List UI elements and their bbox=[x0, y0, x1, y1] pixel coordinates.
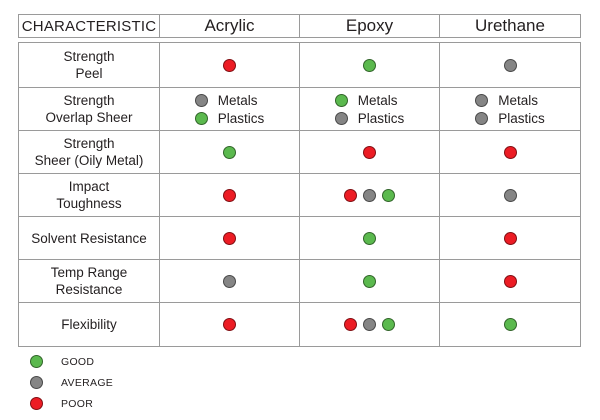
average-rating-dot bbox=[223, 274, 236, 288]
epoxy-rating-cell bbox=[300, 131, 440, 174]
average-rating-dot bbox=[194, 93, 208, 107]
legend-item-average: AVERAGE bbox=[30, 372, 113, 393]
epoxy-rating-cell bbox=[300, 174, 440, 217]
urethane-rating-cell bbox=[440, 174, 580, 217]
substrate-rating: Plastics bbox=[334, 110, 405, 126]
acrylic-rating-cell: Metals Plastics bbox=[160, 88, 300, 131]
average-rating-dot bbox=[503, 58, 517, 72]
legend-label: AVERAGE bbox=[61, 376, 114, 389]
characteristic-cell: Temp Range Resistance bbox=[19, 260, 160, 303]
poor-rating-dot bbox=[344, 318, 357, 331]
acrylic-rating-cell bbox=[160, 303, 300, 346]
good-rating-dot bbox=[382, 188, 395, 202]
epoxy-rating-cell bbox=[300, 43, 440, 88]
poor-rating-dot bbox=[503, 145, 517, 159]
characteristic-label: Overlap Sheer bbox=[45, 110, 133, 125]
average-rating-dot bbox=[30, 376, 43, 389]
good-rating-dot bbox=[194, 111, 208, 125]
characteristic-label: Peel bbox=[75, 66, 103, 81]
legend-item-good: GOOD bbox=[30, 351, 113, 372]
average-rating-dot bbox=[475, 93, 489, 107]
substrate-rating: Plastics bbox=[475, 111, 545, 126]
substrate-rating: Plastics bbox=[194, 110, 265, 126]
poor-rating-dot bbox=[223, 231, 236, 245]
acrylic-rating-cell bbox=[160, 174, 300, 217]
poor-rating-dot bbox=[223, 58, 236, 72]
characteristic-cell: Solvent Resistance bbox=[19, 217, 160, 260]
urethane-rating-cell bbox=[440, 217, 580, 260]
characteristic-cell: Flexibility bbox=[19, 303, 160, 346]
substrate-label: Metals bbox=[498, 92, 538, 108]
characteristic-label: Strength bbox=[63, 93, 115, 108]
characteristic-cell: Impact Toughness bbox=[19, 174, 160, 217]
good-rating-dot bbox=[223, 145, 236, 159]
comparison-table: Strength Peel Strength Overlap Sheer Metals P… bbox=[18, 42, 581, 347]
poor-rating-dot bbox=[30, 397, 43, 410]
substrate-label: Plastics bbox=[357, 110, 405, 126]
good-rating-dot bbox=[503, 318, 517, 331]
legend-label: GOOD bbox=[61, 355, 95, 368]
characteristic-label: Flexibility bbox=[61, 317, 117, 332]
poor-rating-dot bbox=[344, 188, 357, 202]
characteristic-cell: Strength Sheer (Oily Metal) bbox=[19, 131, 160, 174]
substrate-rating: Metals bbox=[475, 93, 545, 108]
characteristic-label: Strength bbox=[63, 136, 115, 151]
header-urethane: Urethane bbox=[475, 16, 545, 35]
epoxy-rating-cell: Metals Plastics bbox=[300, 88, 440, 131]
good-rating-dot bbox=[363, 231, 376, 245]
rating-legend: GOOD AVERAGE POOR bbox=[30, 351, 113, 414]
urethane-rating-cell bbox=[440, 303, 580, 346]
average-rating-dot bbox=[363, 188, 376, 202]
characteristic-label: Resistance bbox=[55, 282, 123, 297]
urethane-rating-cell bbox=[440, 260, 580, 303]
good-rating-dot bbox=[382, 318, 395, 331]
substrate-label: Plastics bbox=[498, 110, 545, 126]
acrylic-rating-cell bbox=[160, 131, 300, 174]
characteristic-cell: Strength Overlap Sheer bbox=[19, 88, 160, 131]
urethane-rating-cell: Metals Plastics bbox=[440, 88, 580, 131]
epoxy-rating-cell bbox=[300, 217, 440, 260]
epoxy-rating-cell bbox=[300, 303, 440, 346]
poor-rating-dot bbox=[503, 274, 517, 288]
substrate-label: Plastics bbox=[217, 110, 265, 126]
substrate-label: Metals bbox=[357, 92, 398, 108]
legend-label: POOR bbox=[61, 397, 94, 410]
acrylic-rating-cell bbox=[160, 43, 300, 88]
urethane-rating-cell bbox=[440, 43, 580, 88]
substrate-label: Metals bbox=[217, 92, 258, 108]
header-epoxy: Epoxy bbox=[300, 15, 440, 37]
average-rating-dot bbox=[334, 111, 348, 125]
good-rating-dot bbox=[334, 93, 348, 107]
characteristic-label: Strength bbox=[63, 49, 115, 64]
characteristic-label: Temp Range bbox=[50, 265, 128, 280]
poor-rating-dot bbox=[223, 188, 236, 202]
legend-item-poor: POOR bbox=[30, 393, 113, 414]
urethane-rating-cell bbox=[440, 131, 580, 174]
characteristic-label: Sheer (Oily Metal) bbox=[34, 153, 144, 168]
characteristic-cell: Strength Peel bbox=[19, 43, 160, 88]
average-rating-dot bbox=[475, 111, 489, 125]
table-header: CHARACTERISTIC Acrylic Epoxy Urethane bbox=[18, 14, 581, 38]
good-rating-dot bbox=[363, 58, 376, 72]
characteristic-label: Toughness bbox=[56, 196, 122, 211]
good-rating-dot bbox=[30, 355, 43, 368]
good-rating-dot bbox=[363, 274, 376, 288]
acrylic-rating-cell bbox=[160, 260, 300, 303]
average-rating-dot bbox=[503, 188, 517, 202]
header-characteristic: CHARACTERISTIC bbox=[19, 15, 160, 37]
characteristic-label: Impact bbox=[68, 179, 110, 194]
acrylic-rating-cell bbox=[160, 217, 300, 260]
poor-rating-dot bbox=[223, 318, 236, 331]
poor-rating-dot bbox=[503, 231, 517, 245]
average-rating-dot bbox=[363, 318, 376, 331]
header-acrylic: Acrylic bbox=[160, 15, 300, 37]
epoxy-rating-cell bbox=[300, 260, 440, 303]
poor-rating-dot bbox=[363, 145, 376, 159]
substrate-rating: Metals bbox=[334, 92, 405, 108]
substrate-rating: Metals bbox=[194, 92, 265, 108]
characteristic-label: Solvent Resistance bbox=[31, 230, 147, 246]
